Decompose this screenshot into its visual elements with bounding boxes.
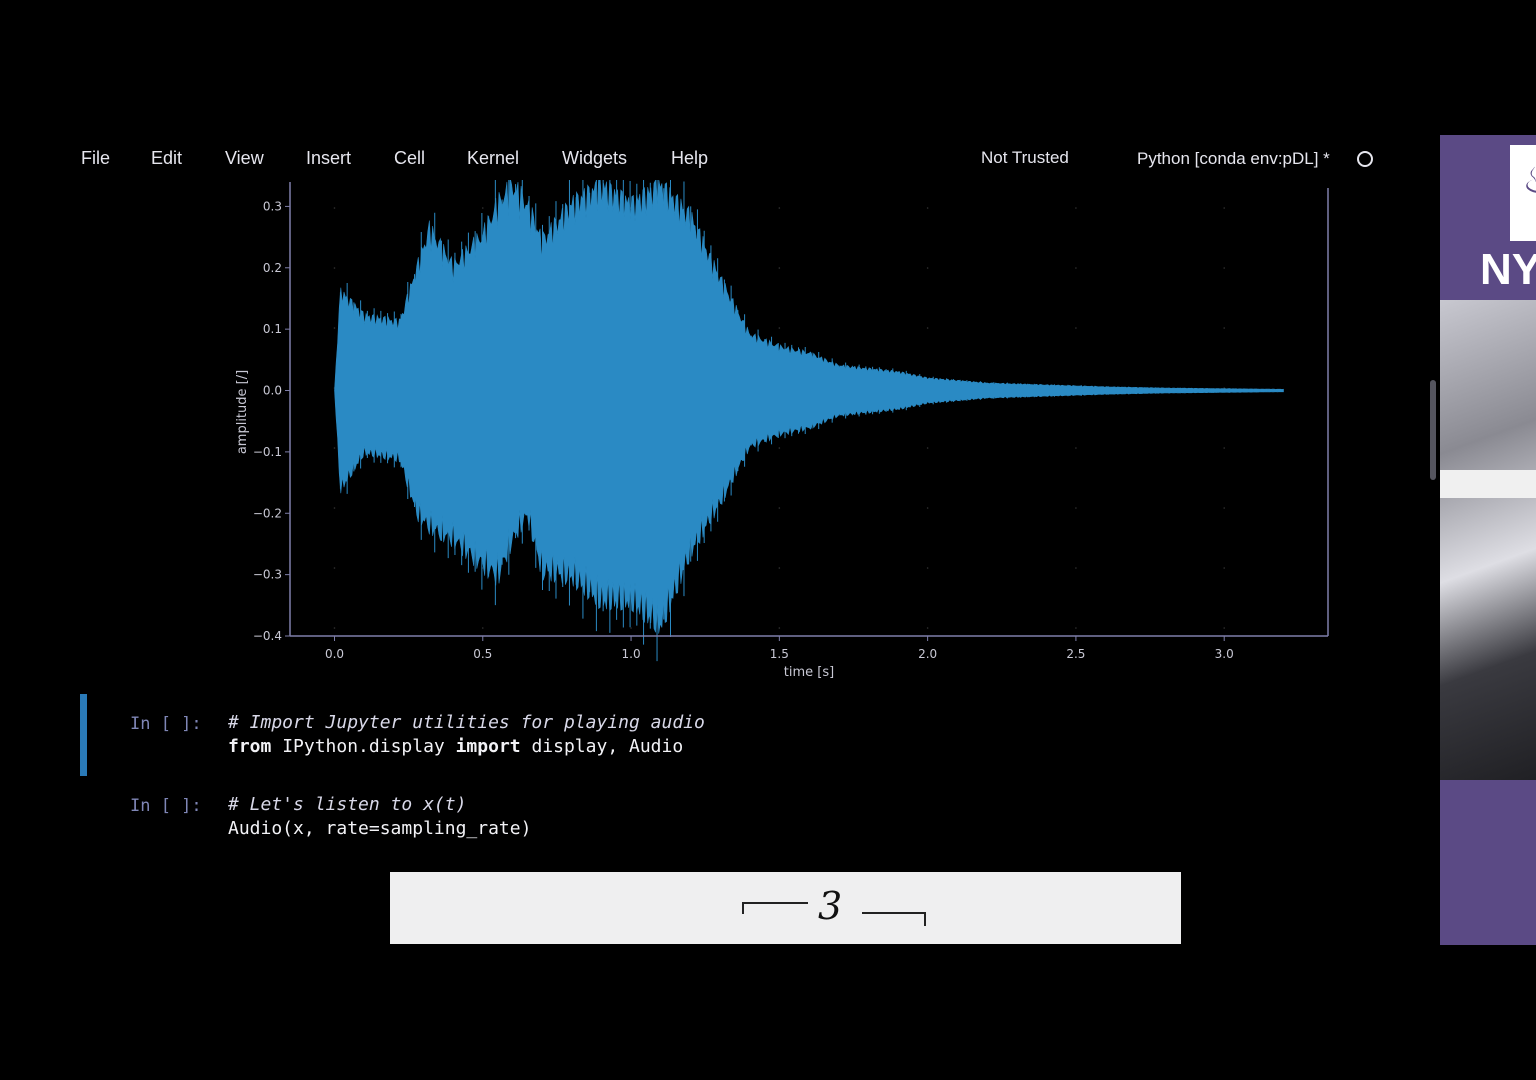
grid-dot: [926, 567, 929, 569]
menu-help[interactable]: Help: [671, 148, 709, 168]
x-tick-label: 0.5: [473, 647, 492, 661]
x-axis-label: time [s]: [784, 665, 834, 680]
y-tick-label: 0.2: [263, 261, 282, 275]
keyword-import: import: [455, 736, 521, 757]
slide-overlay: 3: [390, 872, 1181, 944]
waveform-spikes: [339, 180, 1278, 662]
grid-dot: [1075, 447, 1077, 449]
grid-dot: [926, 447, 929, 449]
code-cell-audio[interactable]: In [ ]: # Let's listen to x(t) Audio(x, …: [80, 776, 1380, 846]
logo-text: NY: [1480, 245, 1536, 294]
grid-dot: [926, 507, 929, 509]
import-names: display, Audio: [520, 736, 684, 757]
grid-dot: [1223, 267, 1225, 269]
x-tick-label: 2.5: [1066, 647, 1085, 661]
grid-dot: [778, 627, 781, 629]
code-import-line[interactable]: from IPython.display import display, Aud…: [228, 736, 683, 757]
y-tick-label: 0.1: [263, 322, 282, 336]
y-tick-label: 0.0: [263, 384, 282, 398]
brace-left: [742, 902, 808, 914]
grid-dot: [1223, 507, 1225, 509]
menu-widgets[interactable]: Widgets: [562, 148, 628, 168]
menu-file[interactable]: File: [81, 148, 111, 168]
x-tick-label: 3.0: [1215, 647, 1234, 661]
grid-dot: [333, 327, 336, 329]
brace-label: 3: [818, 884, 843, 928]
cell-prompt: In [ ]:: [130, 714, 202, 734]
kernel-name-label[interactable]: Python [conda env:pDL] *: [1137, 149, 1330, 168]
x-tick-label: 1.5: [770, 647, 789, 661]
trust-status-button[interactable]: Not Trusted: [981, 148, 1069, 167]
torch-icon: ♨: [1522, 157, 1536, 203]
grid-dot: [778, 207, 781, 209]
grid-dot: [1075, 507, 1077, 509]
grid-dot: [778, 507, 781, 509]
grid-dot: [1223, 567, 1225, 569]
code-cell-import[interactable]: In [ ]: # Import Jupyter utilities for p…: [80, 694, 1380, 778]
grid-dot: [1075, 267, 1077, 269]
grid-dot: [778, 267, 781, 269]
y-tick-label: −0.2: [253, 506, 282, 520]
grid-dot: [333, 447, 336, 449]
kernel-status-icon: [1357, 151, 1373, 167]
grid-dot: [1075, 627, 1077, 629]
video-feed-stripe: [1440, 470, 1536, 498]
grid-dot: [630, 627, 632, 629]
grid-dot: [1223, 327, 1225, 329]
code-comment[interactable]: # Let's listen to x(t): [228, 794, 467, 815]
menu-bar: File Edit View Insert Cell Kernel Widget…: [0, 140, 1440, 176]
menu-edit[interactable]: Edit: [151, 148, 183, 168]
lecturer-sidebar: ♨ NY: [1440, 135, 1536, 945]
brace-right: [862, 912, 926, 926]
grid-dot: [1075, 327, 1077, 329]
grid-dot: [1075, 207, 1077, 209]
grid-dot: [481, 627, 484, 629]
grid-dot: [1223, 207, 1225, 209]
cell-prompt: In [ ]:: [130, 796, 202, 816]
grid-dot: [1223, 627, 1225, 629]
y-tick-label: −0.3: [253, 568, 282, 582]
grid-dot: [481, 207, 484, 209]
module-name: IPython.display: [271, 736, 456, 757]
waveform-chart: 0.3 0.2 0.1 0.0 −0.1 −0.2 −0.3 −0.4 0.0 0.5 1.0 1.…: [235, 180, 1329, 680]
grid-dot: [926, 327, 929, 329]
x-tick-label: 0.0: [325, 647, 344, 661]
code-comment[interactable]: # Import Jupyter utilities for playing a…: [228, 712, 705, 733]
grid-dot: [1075, 567, 1077, 569]
y-tick-label: −0.4: [253, 629, 282, 643]
x-tick-label: 2.0: [918, 647, 937, 661]
grid-dot: [333, 627, 336, 629]
grid-dot: [926, 627, 929, 629]
grid-dot: [333, 507, 336, 509]
waveform-series: [334, 180, 1284, 634]
x-tick-label: 1.0: [622, 647, 641, 661]
grid-dot: [778, 447, 781, 449]
grid-dot: [333, 207, 336, 209]
cell-selection-bar: [80, 694, 87, 776]
y-tick-label: −0.1: [253, 445, 282, 459]
grid-dot: [333, 267, 336, 269]
grid-dot: [778, 567, 781, 569]
logo-box: [1510, 145, 1536, 241]
menu-cell[interactable]: Cell: [394, 148, 426, 168]
code-audio-line[interactable]: Audio(x, rate=sampling_rate): [228, 818, 532, 839]
y-axis-label: amplitude [/]: [235, 370, 250, 454]
menu-view[interactable]: View: [225, 148, 264, 168]
grid-dot: [926, 207, 929, 209]
video-feed: [1440, 300, 1536, 780]
y-tick-label: 0.3: [263, 199, 282, 213]
menu-insert[interactable]: Insert: [306, 148, 352, 168]
scrollbar[interactable]: [1430, 380, 1436, 480]
grid-dot: [1223, 447, 1225, 449]
menu-kernel[interactable]: Kernel: [467, 148, 520, 168]
grid-dot: [778, 327, 781, 329]
keyword-from: from: [228, 736, 272, 757]
grid-dot: [926, 267, 929, 269]
grid-dot: [333, 567, 336, 569]
